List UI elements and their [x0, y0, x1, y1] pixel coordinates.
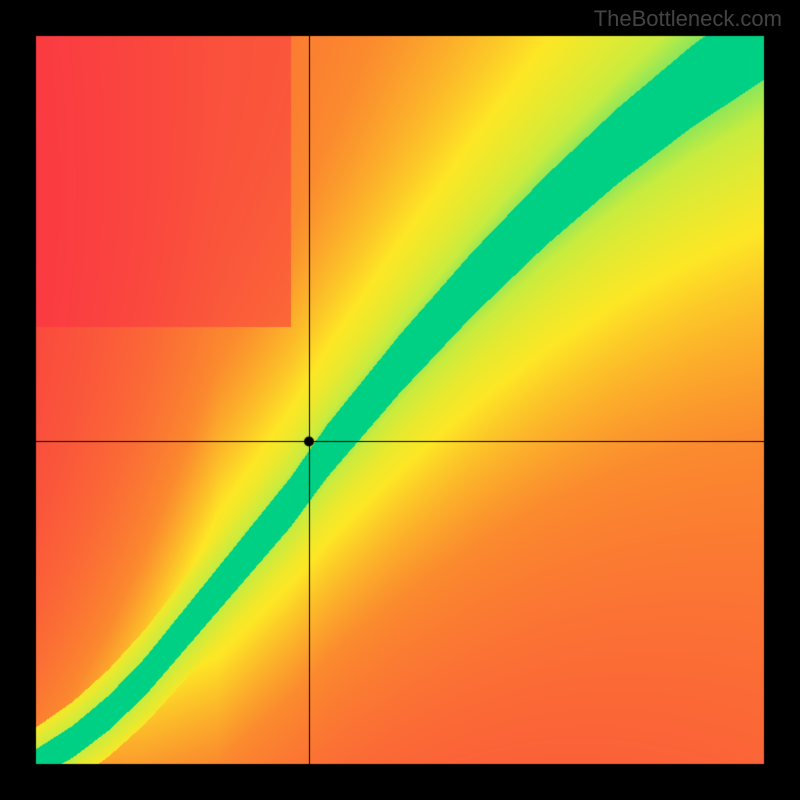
bottleneck-heatmap — [0, 0, 800, 800]
watermark-text: TheBottleneck.com — [594, 6, 782, 32]
chart-container: TheBottleneck.com — [0, 0, 800, 800]
